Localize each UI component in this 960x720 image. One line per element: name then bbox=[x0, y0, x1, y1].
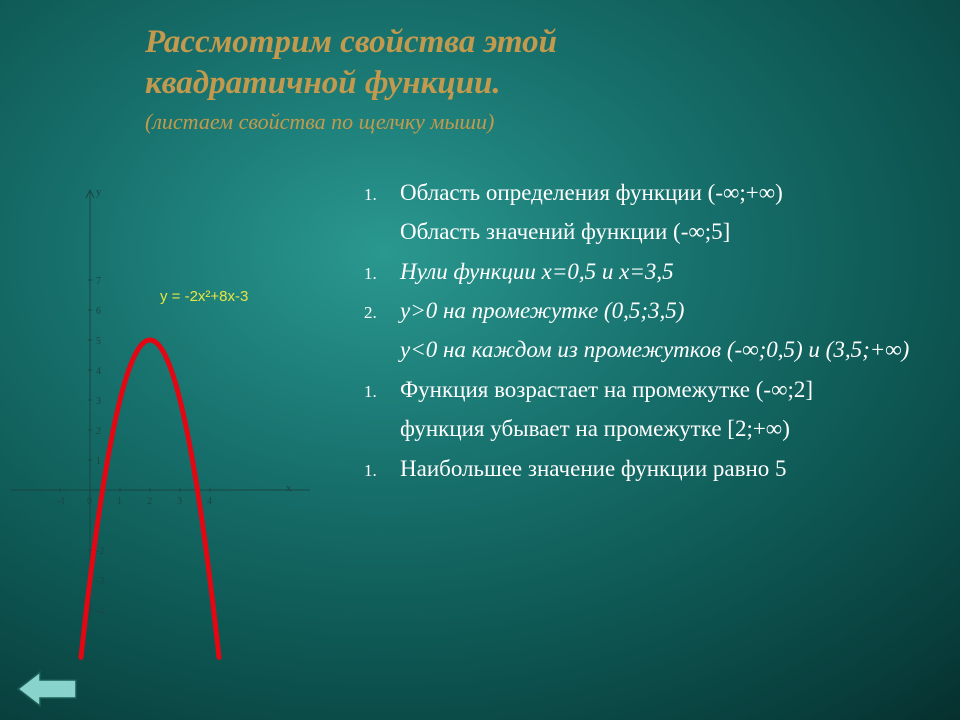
function-formula: y = -2x²+8x-3 bbox=[160, 288, 248, 305]
title-line-2: квадратичной функции. bbox=[145, 63, 915, 104]
svg-text:-4: -4 bbox=[96, 606, 104, 617]
svg-text:3: 3 bbox=[96, 396, 101, 407]
item-marker: 1. bbox=[350, 264, 400, 284]
item-text: y<0 на каждом из промежутков (-∞;0,5) и … bbox=[400, 335, 909, 365]
item-marker: 1. bbox=[350, 185, 400, 205]
title-subtitle: (листаем свойства по щелчку мыши) bbox=[145, 109, 915, 135]
y-axis-label: y bbox=[96, 186, 102, 198]
svg-text:2: 2 bbox=[147, 496, 152, 507]
nav-back-button[interactable] bbox=[18, 670, 78, 708]
svg-text:1: 1 bbox=[96, 456, 101, 467]
svg-text:-3: -3 bbox=[96, 576, 104, 587]
list-item: 1. Область определения функции (-∞;+∞) bbox=[350, 178, 940, 208]
title-line-1: Рассмотрим свойства этой bbox=[145, 22, 915, 63]
list-item: функция убывает на промежутке [2;+∞) bbox=[350, 414, 940, 444]
function-chart: -1012341234567-2-3-4 y = -2x²+8x-3 y x bbox=[10, 190, 330, 620]
item-text: Нули функции x=0,5 и x=3,5 bbox=[400, 257, 674, 287]
svg-text:4: 4 bbox=[96, 366, 101, 377]
svg-text:7: 7 bbox=[96, 276, 101, 287]
item-marker: 2. bbox=[350, 303, 400, 323]
list-item: Область значений функции (-∞;5] bbox=[350, 217, 940, 247]
list-item: y<0 на каждом из промежутков (-∞;0,5) и … bbox=[350, 335, 940, 365]
item-text: Область определения функции (-∞;+∞) bbox=[400, 178, 783, 208]
svg-text:-2: -2 bbox=[96, 546, 104, 557]
item-text: Функция возрастает на промежутке (-∞;2] bbox=[400, 375, 813, 405]
list-item: 1. Функция возрастает на промежутке (-∞;… bbox=[350, 375, 940, 405]
arrow-left-icon bbox=[18, 670, 78, 708]
svg-text:5: 5 bbox=[96, 336, 101, 347]
item-text: y>0 на промежутке (0,5;3,5) bbox=[400, 296, 684, 326]
svg-text:0: 0 bbox=[87, 496, 92, 507]
svg-text:4: 4 bbox=[207, 496, 212, 507]
properties-list: 1. Область определения функции (-∞;+∞) О… bbox=[350, 178, 940, 493]
item-text: функция убывает на промежутке [2;+∞) bbox=[400, 414, 790, 444]
svg-text:6: 6 bbox=[96, 306, 101, 317]
svg-text:1: 1 bbox=[117, 496, 122, 507]
svg-text:3: 3 bbox=[177, 496, 182, 507]
list-item: 1. Нули функции x=0,5 и x=3,5 bbox=[350, 257, 940, 287]
list-item: 2. y>0 на промежутке (0,5;3,5) bbox=[350, 296, 940, 326]
svg-text:2: 2 bbox=[96, 426, 101, 437]
slide-title-block: Рассмотрим свойства этой квадратичной фу… bbox=[145, 22, 915, 135]
item-marker: 1. bbox=[350, 382, 400, 402]
list-item: 1. Наибольшее значение функции равно 5 bbox=[350, 454, 940, 484]
chart-svg: -1 0 1 2 3 4 1 2 3 4 5 6 7 -2 -3 -4 bbox=[10, 190, 330, 620]
item-text: Область значений функции (-∞;5] bbox=[400, 217, 730, 247]
x-axis-label: x bbox=[286, 482, 292, 494]
item-text: Наибольшее значение функции равно 5 bbox=[400, 454, 787, 484]
item-marker: 1. bbox=[350, 461, 400, 481]
svg-text:-1: -1 bbox=[57, 496, 65, 507]
